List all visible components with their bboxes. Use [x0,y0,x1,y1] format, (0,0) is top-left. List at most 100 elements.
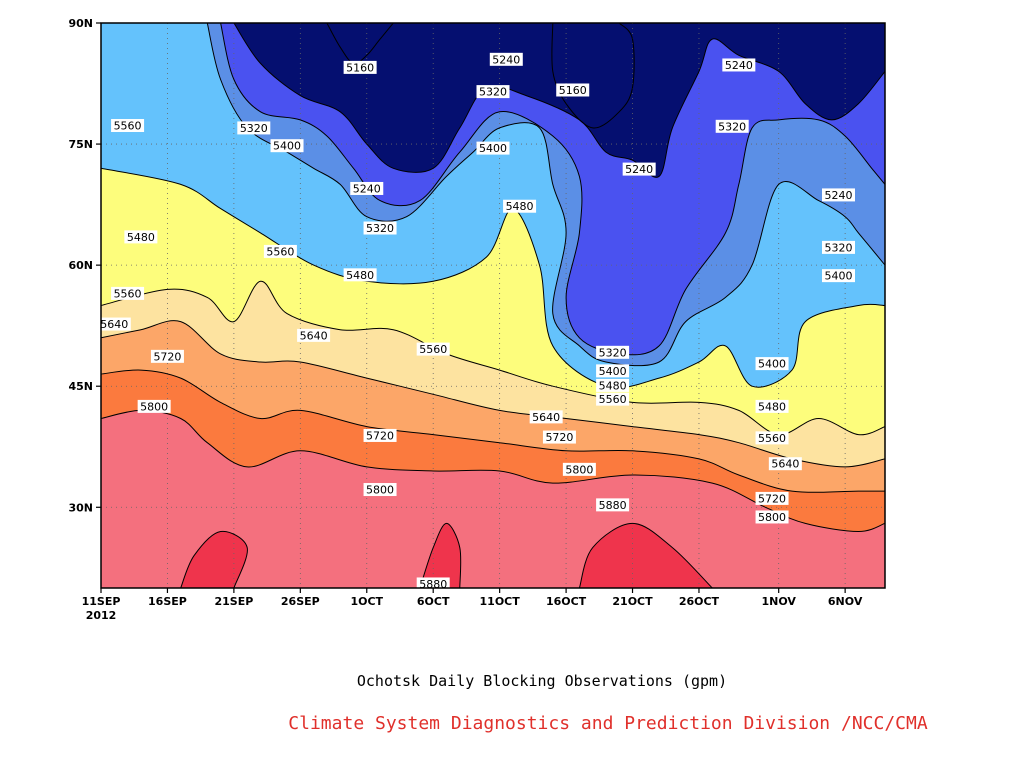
contour-high-5880 [419,523,461,588]
contour-line-5480 [101,167,885,389]
contour-label: 5480 [599,379,627,392]
contour-label: 5400 [599,365,627,378]
contour-line-5880 [419,522,462,588]
contour-label-box [363,483,397,497]
contour-label-box [596,378,630,392]
x-year-label: 2012 [86,609,117,622]
contour-label: 5320 [479,86,507,99]
contour-label: 5320 [240,122,268,135]
contour-label: 5240 [725,59,753,72]
contour-fills [101,23,885,588]
contour-label-box [755,399,789,413]
contour-label: 5800 [565,463,593,476]
contour-label-box [821,269,855,283]
x-tick-label: 26SEP [281,595,320,608]
contour-label-box [596,345,630,359]
credit-line: Climate System Diagnostics and Predictio… [288,713,928,734]
contour-label-box [270,139,304,153]
contour-line-5160 [551,23,635,129]
contour-label: 5480 [127,231,155,244]
contour-label: 5400 [758,358,786,371]
x-tick-label: 16SEP [148,595,187,608]
contour-label: 5320 [366,222,394,235]
contour-label-box [821,188,855,202]
contour-label: 5720 [545,431,573,444]
contour-line-5880 [180,530,248,588]
contour-label: 5320 [599,346,627,359]
contour-label: 5240 [625,163,653,176]
contour-high-5880 [579,523,713,588]
contour-label: 5880 [599,499,627,512]
x-tick-label: 1NOV [761,595,796,608]
x-tick-label: 21OCT [612,595,653,608]
contour-label: 5480 [506,200,534,213]
chart-caption: Ochotsk Daily Blocking Observations (gpm… [356,672,728,690]
contour-label-box [416,342,450,356]
contour-label: 5800 [366,484,394,497]
contour-label: 5160 [559,84,587,97]
plot-frame [100,22,886,589]
contour-label: 5320 [824,241,852,254]
y-tick-label: 90N [68,17,93,30]
contour-label-box [137,399,171,413]
contour-label-box [237,121,271,135]
contour-label: 5480 [758,400,786,413]
contour-label-box [97,317,131,331]
contour-label: 5560 [114,120,142,133]
contour-label-box [416,577,450,591]
contour-label-box [503,199,537,213]
contour-label-box [111,286,145,300]
contour-label: 5720 [758,492,786,505]
contour-low-5160 [551,23,635,129]
contour-label: 5640 [300,329,328,342]
contour-label-box [350,181,384,195]
axes: 11SEP 16SEP 21SEP 26SEP 1OCT 6OCT 11OCT 16OCT 21… [68,17,862,622]
contour-label: 5400 [824,270,852,283]
contour-label-box [722,58,756,72]
contour-line-5320 [220,23,885,356]
contour-label-box [755,357,789,371]
contour-line-5720 [101,369,885,493]
contour-line-5240 [233,23,885,178]
contour-label-box [596,392,630,406]
contour-label: 5640 [532,411,560,424]
contour-label-box [622,162,656,176]
contour-label-box [768,457,802,471]
contour-labels: 5160 5240 5320 5160 5240 5320 5400 5240 5320 5400… [97,52,855,591]
contour-high-5880 [180,531,248,588]
y-tick-label: 75N [68,138,93,151]
contour-label: 5640 [771,458,799,471]
contour-label: 5800 [758,511,786,524]
contour-label: 5240 [824,189,852,202]
contour-label-box [529,410,563,424]
contour-label-box [343,60,377,74]
y-tick-label: 45N [68,380,93,393]
x-tick-label: 26OCT [679,595,720,608]
contour-label-box [596,498,630,512]
contour-label-box [755,431,789,445]
contour-line-5400 [206,23,885,367]
contour-label: 5560 [114,287,142,300]
x-tick-label: 11OCT [480,595,521,608]
x-tick-label: 16OCT [546,595,587,608]
contour-label-box [489,52,523,66]
contour-label-box [343,268,377,282]
contour-label: 5720 [366,429,394,442]
contour-label-box [755,491,789,505]
contour-label: 5800 [140,400,168,413]
contour-label-box [476,141,510,155]
contour-label-box [542,430,576,444]
contour-label: 5560 [599,393,627,406]
contour-label: 5400 [479,142,507,155]
contour-label: 5400 [273,140,301,153]
contour-label: 5320 [718,120,746,133]
contour-label-box [715,119,749,133]
contour-label-box [476,85,510,99]
contour-label-box [124,230,158,244]
contour-label: 5640 [100,318,128,331]
contour-label: 5480 [346,269,374,282]
contour-label: 5560 [266,245,294,258]
contour-label-box [755,510,789,524]
contour-label-box [111,119,145,133]
